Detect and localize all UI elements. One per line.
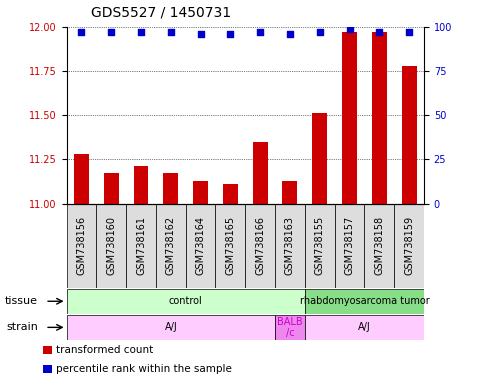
- Text: GSM738165: GSM738165: [225, 216, 235, 275]
- Bar: [67, 204, 96, 288]
- Text: strain: strain: [6, 322, 38, 333]
- Bar: [246, 204, 275, 288]
- Point: [137, 29, 145, 35]
- Bar: [104, 174, 119, 204]
- Point: [375, 29, 383, 35]
- Bar: [43, 365, 52, 373]
- Bar: [96, 204, 126, 288]
- Point: [107, 29, 115, 35]
- Text: GSM738159: GSM738159: [404, 216, 414, 275]
- Point: [346, 26, 353, 32]
- Point: [197, 31, 205, 37]
- Bar: [282, 180, 297, 204]
- Bar: [134, 166, 148, 204]
- Bar: [253, 142, 268, 204]
- Text: GSM738156: GSM738156: [76, 216, 86, 275]
- Bar: [215, 204, 246, 288]
- Point: [226, 31, 234, 37]
- Bar: [67, 315, 275, 340]
- Bar: [74, 154, 89, 204]
- Bar: [275, 204, 305, 288]
- Point: [256, 29, 264, 35]
- Text: rhabdomyosarcoma tumor: rhabdomyosarcoma tumor: [300, 296, 429, 306]
- Text: BALB
/c: BALB /c: [277, 316, 303, 338]
- Text: A/J: A/J: [358, 322, 371, 333]
- Bar: [43, 346, 52, 354]
- Point: [77, 29, 85, 35]
- Text: GSM738164: GSM738164: [196, 216, 206, 275]
- Bar: [372, 32, 387, 204]
- Bar: [67, 289, 305, 314]
- Text: A/J: A/J: [165, 322, 177, 333]
- Text: GSM738162: GSM738162: [166, 216, 176, 275]
- Text: GSM738157: GSM738157: [345, 216, 354, 275]
- Text: GSM738158: GSM738158: [374, 216, 385, 275]
- Bar: [312, 113, 327, 204]
- Text: GSM738166: GSM738166: [255, 216, 265, 275]
- Bar: [126, 204, 156, 288]
- Bar: [193, 180, 208, 204]
- Bar: [186, 204, 215, 288]
- Text: tissue: tissue: [5, 296, 38, 306]
- Text: GSM738155: GSM738155: [315, 216, 325, 275]
- Point: [167, 29, 175, 35]
- Bar: [394, 204, 424, 288]
- Bar: [342, 32, 357, 204]
- Text: percentile rank within the sample: percentile rank within the sample: [56, 364, 232, 374]
- Bar: [156, 204, 186, 288]
- Bar: [223, 184, 238, 204]
- Text: control: control: [169, 296, 203, 306]
- Bar: [305, 315, 424, 340]
- Bar: [402, 66, 417, 204]
- Point: [405, 29, 413, 35]
- Bar: [335, 204, 364, 288]
- Text: transformed count: transformed count: [56, 345, 153, 355]
- Point: [286, 31, 294, 37]
- Text: GSM738161: GSM738161: [136, 216, 146, 275]
- Bar: [163, 174, 178, 204]
- Bar: [364, 204, 394, 288]
- Text: GSM738160: GSM738160: [106, 216, 116, 275]
- Text: GDS5527 / 1450731: GDS5527 / 1450731: [91, 5, 231, 19]
- Bar: [305, 289, 424, 314]
- Text: GSM738163: GSM738163: [285, 216, 295, 275]
- Bar: [305, 204, 335, 288]
- Bar: [275, 315, 305, 340]
- Point: [316, 29, 324, 35]
